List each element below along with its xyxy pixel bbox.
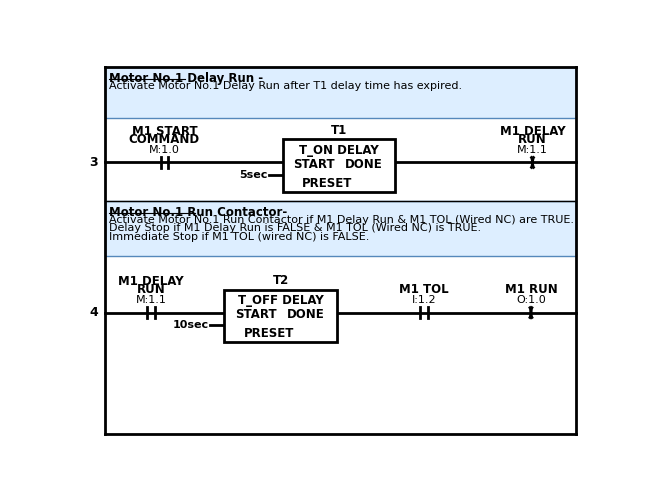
Text: O:1.0: O:1.0 bbox=[516, 295, 546, 305]
Text: M1 START: M1 START bbox=[131, 125, 197, 138]
Text: M1 DELAY: M1 DELAY bbox=[500, 125, 565, 138]
Text: PRESET: PRESET bbox=[244, 328, 295, 340]
Text: Delay Stop if M1 Delay Run is FALSE & M1 TOL (Wired NC) is TRUE.: Delay Stop if M1 Delay Run is FALSE & M1… bbox=[110, 223, 481, 233]
Text: 3: 3 bbox=[90, 156, 98, 169]
Text: Immediate Stop if M1 TOL (wired NC) is FALSE.: Immediate Stop if M1 TOL (wired NC) is F… bbox=[110, 232, 370, 242]
Text: Activate Motor No.1 Delay Run after T1 delay time has expired.: Activate Motor No.1 Delay Run after T1 d… bbox=[110, 81, 462, 91]
Text: M:1.0: M:1.0 bbox=[149, 145, 180, 155]
Text: Motor No.1 Delay Run -: Motor No.1 Delay Run - bbox=[110, 72, 264, 84]
Text: T_ON DELAY: T_ON DELAY bbox=[299, 144, 378, 157]
Bar bbox=[105, 201, 576, 256]
Text: RUN: RUN bbox=[518, 133, 547, 146]
Text: M1 RUN: M1 RUN bbox=[505, 284, 557, 296]
Text: Activate Motor No.1 Run Contactor if M1 Delay Run & M1 TOL (Wired NC) are TRUE.: Activate Motor No.1 Run Contactor if M1 … bbox=[110, 215, 574, 225]
Text: 4: 4 bbox=[90, 306, 98, 319]
Bar bbox=[105, 67, 576, 118]
Text: T1: T1 bbox=[331, 124, 347, 137]
Text: DONE: DONE bbox=[286, 308, 324, 321]
Text: RUN: RUN bbox=[137, 284, 165, 296]
Text: M1 TOL: M1 TOL bbox=[399, 284, 449, 296]
Text: COMMAND: COMMAND bbox=[129, 133, 200, 146]
Text: 5sec: 5sec bbox=[238, 170, 267, 180]
Bar bbox=[224, 289, 337, 342]
Text: Motor No.1 Run Contactor-: Motor No.1 Run Contactor- bbox=[110, 206, 288, 218]
Text: T_OFF DELAY: T_OFF DELAY bbox=[238, 294, 323, 307]
Text: T2: T2 bbox=[272, 274, 289, 287]
Text: M1 DELAY: M1 DELAY bbox=[118, 275, 184, 288]
Text: START: START bbox=[235, 308, 277, 321]
Text: 10sec: 10sec bbox=[173, 320, 209, 330]
Text: DONE: DONE bbox=[345, 158, 382, 170]
Text: M:1.1: M:1.1 bbox=[517, 145, 548, 155]
Bar bbox=[283, 139, 395, 192]
Text: M:1.1: M:1.1 bbox=[135, 295, 167, 305]
Text: I:1.2: I:1.2 bbox=[412, 295, 436, 305]
Text: PRESET: PRESET bbox=[302, 177, 353, 190]
Text: START: START bbox=[293, 158, 335, 170]
